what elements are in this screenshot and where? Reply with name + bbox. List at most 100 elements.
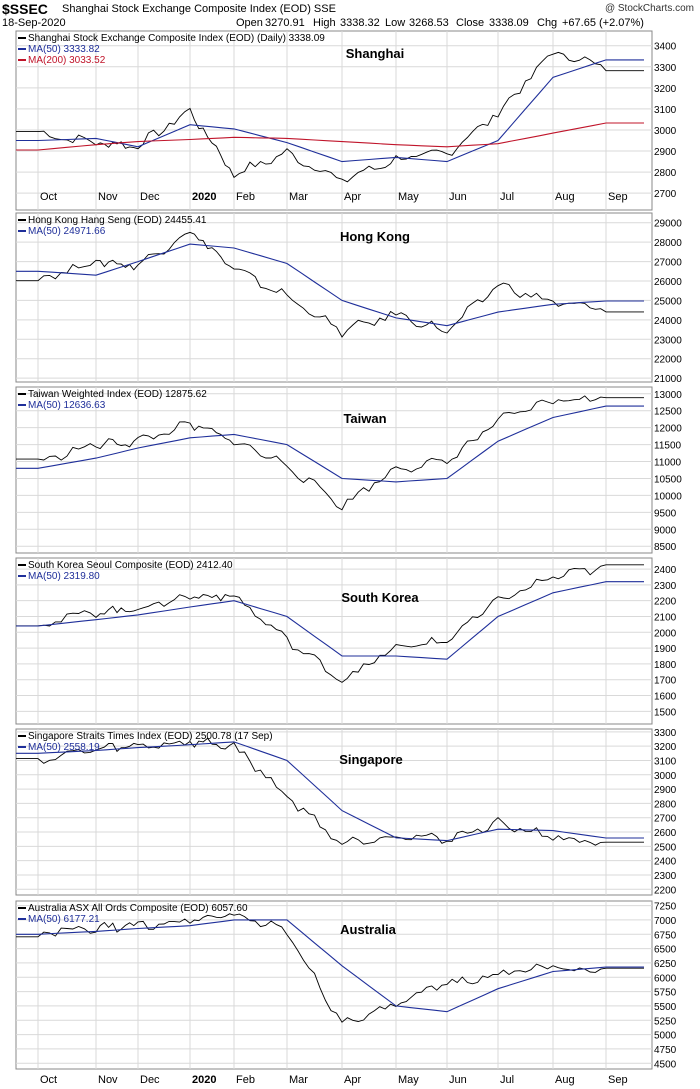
y-tick-label: 24000	[654, 316, 682, 327]
y-tick-label: 2900	[654, 785, 677, 796]
y-tick-label: 29000	[654, 219, 682, 230]
x-tick-label: 2020	[192, 1074, 216, 1086]
y-tick-label: 4500	[654, 1059, 677, 1070]
x-tick-label: Feb	[236, 191, 255, 203]
y-tick-label: 1900	[654, 644, 677, 655]
x-tick-label: Oct	[40, 191, 57, 203]
series-line-ma-50	[16, 581, 644, 660]
x-tick-label: Jul	[500, 1074, 514, 1086]
chart-header: $SSEC Shanghai Stock Exchange Composite …	[0, 0, 700, 30]
y-tick-label: 1600	[654, 692, 677, 703]
series-line-ma-50	[16, 741, 644, 842]
legend-entry: MA(50) 2319.80	[28, 571, 100, 582]
y-tick-label: 5500	[654, 1002, 677, 1013]
x-axis-bottom: Oct Nov Dec 2020 Feb Mar Apr May Jun Jul Aug Sep	[40, 1074, 628, 1086]
y-tick-label: 7250	[654, 902, 677, 913]
y-tick-label: 3200	[654, 742, 677, 753]
low-label: Low	[385, 17, 406, 29]
panel-frame	[15, 386, 653, 554]
y-tick-label: 2300	[654, 871, 677, 882]
y-tick-label: 7000	[654, 916, 677, 927]
panel-title: South Korea	[341, 590, 419, 605]
legend-entry: MA(50) 12636.63	[28, 400, 106, 411]
x-tick-label: Sep	[608, 1074, 628, 1086]
panel-singapore: 2200 2300 2400 2500 2600 2700 2800 2900 3000 3100…	[15, 728, 677, 896]
y-tick-label: 12000	[654, 424, 682, 435]
series-line-south-korea-seoul-composite	[16, 564, 644, 683]
y-tick-label: 2100	[654, 612, 677, 623]
x-tick-label: Jul	[500, 191, 514, 203]
y-tick-label: 10000	[654, 491, 682, 502]
panel-title: Hong Kong	[340, 229, 410, 244]
chg-label: Chg	[537, 17, 558, 29]
x-tick-label: 2020	[192, 191, 216, 203]
quote-date: 18-Sep-2020	[2, 17, 66, 29]
series-line-taiwan-weighted-index	[16, 395, 644, 511]
high-label: High	[313, 17, 336, 29]
symbol-label: $SSEC	[2, 1, 48, 17]
panel-title: Australia	[340, 922, 396, 937]
y-tick-label: 3300	[654, 728, 677, 739]
x-tick-label: Mar	[289, 1074, 308, 1086]
panel-hong-kong: 21000 22000 23000 24000 25000 26000 27000 28000…	[15, 212, 682, 385]
y-tick-label: 9000	[654, 525, 677, 536]
y-tick-label: 2800	[654, 799, 677, 810]
y-tick-label: 4750	[654, 1045, 677, 1056]
legend-entry: MA(50) 3333.82	[28, 44, 100, 55]
y-tick-label: 3300	[654, 63, 677, 74]
y-tick-label: 3100	[654, 105, 677, 116]
x-tick-label: Apr	[344, 1074, 361, 1086]
panel-south-korea: 1500 1600 1700 1800 1900 2000 2100 2200 2300 2400…	[15, 557, 677, 725]
y-tick-label: 1500	[654, 707, 677, 718]
y-tick-label: 2000	[654, 628, 677, 639]
x-tick-label: Feb	[236, 1074, 255, 1086]
y-tick-label: 26000	[654, 277, 682, 288]
y-tick-label: 3100	[654, 756, 677, 767]
y-tick-label: 2200	[654, 885, 677, 896]
legend-entry: Taiwan Weighted Index (EOD) 12875.62	[28, 389, 207, 400]
series-line-hong-kong-hang-seng	[16, 231, 644, 338]
y-tick-label: 2300	[654, 581, 677, 592]
y-tick-label: 5750	[654, 988, 677, 999]
x-tick-label: Jun	[449, 1074, 467, 1086]
y-tick-label: 2500	[654, 842, 677, 853]
y-tick-label: 2600	[654, 828, 677, 839]
panel-taiwan: 8500 9000 9500 10000 10500 11000 11500 12000 125…	[15, 386, 682, 554]
y-tick-label: 5250	[654, 1016, 677, 1027]
series-line-ma-50	[16, 919, 644, 1013]
y-tick-label: 6500	[654, 945, 677, 956]
open-value: 3270.91	[265, 17, 305, 29]
y-tick-label: 27000	[654, 258, 682, 269]
x-tick-label: Aug	[555, 191, 575, 203]
x-tick-label: Nov	[98, 1074, 118, 1086]
y-tick-label: 6750	[654, 930, 677, 941]
legend-entry: MA(50) 24971.66	[28, 226, 106, 237]
y-tick-label: 2400	[654, 565, 677, 576]
series-line-australia-asx-all-ords-composite	[16, 913, 644, 1023]
panel-title: Shanghai	[346, 46, 405, 61]
series-line-shanghai-stock-exchange-composite-index	[16, 51, 644, 183]
legend-entry: South Korea Seoul Composite (EOD) 2412.4…	[28, 560, 233, 571]
panel-frame	[15, 900, 653, 1070]
panel-frame	[15, 728, 653, 896]
legend-entry: Hong Kong Hang Seng (EOD) 24455.41	[28, 215, 207, 226]
panel-frame	[15, 30, 653, 211]
panel-frame	[15, 212, 653, 383]
y-tick-label: 2200	[654, 597, 677, 608]
x-tick-label: Apr	[344, 191, 361, 203]
y-tick-label: 5000	[654, 1031, 677, 1042]
y-tick-label: 25000	[654, 296, 682, 307]
y-tick-label: 23000	[654, 335, 682, 346]
x-tick-label: Mar	[289, 191, 308, 203]
legend-entry: Singapore Straits Times Index (EOD) 2500…	[28, 731, 273, 742]
x-tick-label: Dec	[140, 191, 160, 203]
legend-entry: MA(200) 3033.52	[28, 55, 106, 66]
legend-entry: Australia ASX All Ords Composite (EOD) 6…	[28, 903, 248, 914]
series-line-ma-200	[16, 122, 644, 151]
y-tick-label: 11000	[654, 458, 682, 469]
chg-value: +67.65 (+2.07%)	[562, 17, 644, 29]
y-tick-label: 2700	[654, 814, 677, 825]
y-tick-label: 9500	[654, 508, 677, 519]
panel-frame	[15, 557, 653, 725]
close-value: 3338.09	[489, 17, 529, 29]
